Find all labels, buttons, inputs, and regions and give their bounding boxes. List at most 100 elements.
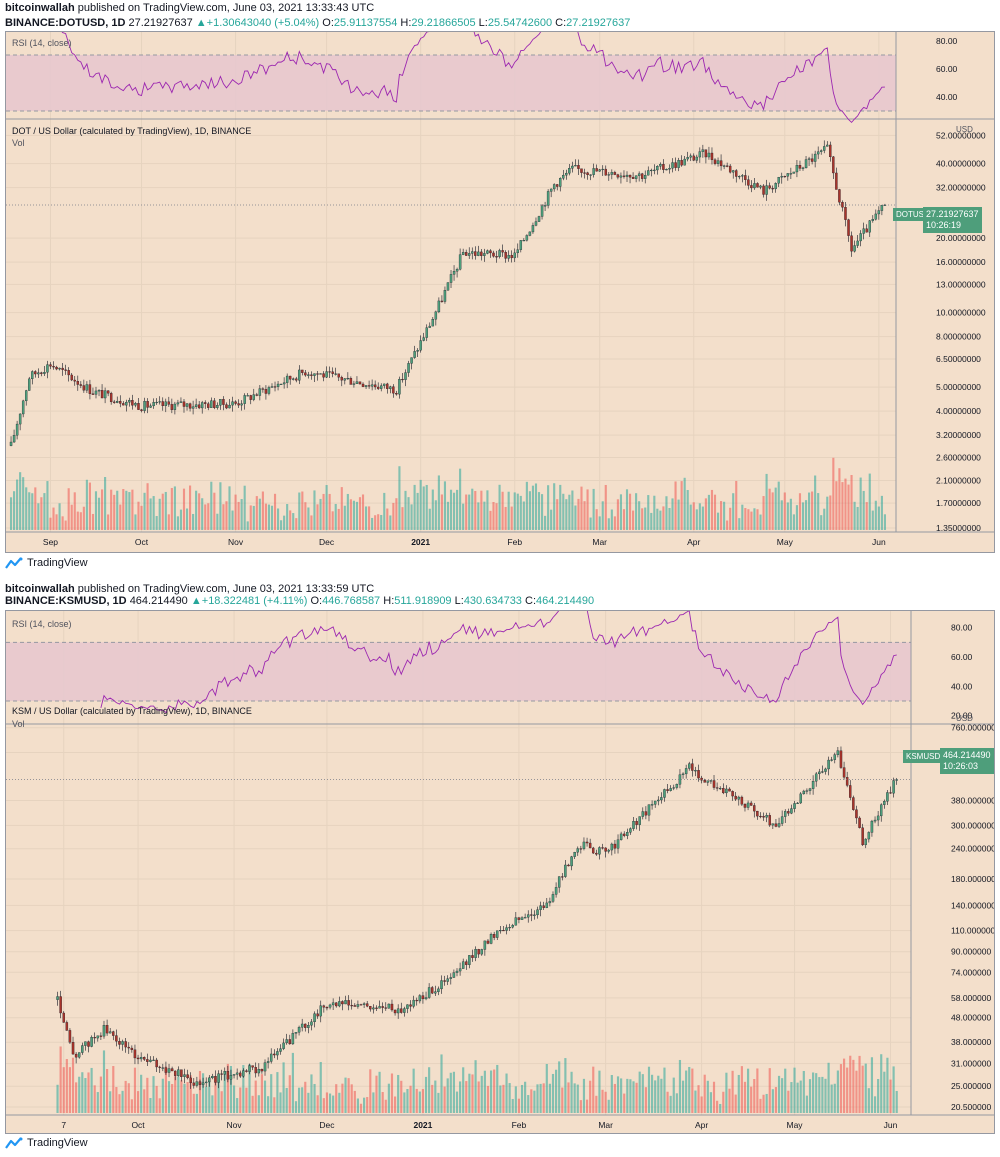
volume-bar: [400, 1080, 403, 1113]
candle: [865, 228, 868, 233]
volume-bar: [674, 481, 677, 530]
volume-bar: [725, 1072, 728, 1113]
x-tick-label: 2021: [413, 1120, 432, 1130]
candle: [719, 160, 723, 167]
volume-bar: [610, 509, 613, 530]
volume-bar: [856, 506, 859, 530]
x-tick-label: Apr: [687, 537, 700, 547]
candle: [712, 780, 716, 788]
candle: [559, 178, 562, 187]
candle: [100, 390, 104, 399]
candle: [204, 1081, 208, 1084]
candle: [525, 235, 529, 241]
volume-bar: [422, 486, 425, 530]
volume-bar: [842, 1058, 846, 1113]
candle: [73, 379, 76, 382]
candle: [864, 838, 867, 846]
volume-bar: [155, 1085, 158, 1113]
candle: [455, 269, 459, 272]
candle: [728, 788, 731, 792]
volume-bar: [539, 1083, 542, 1113]
candle: [471, 955, 474, 958]
volume-bar: [650, 512, 653, 530]
chart-canvas[interactable]: 80.00 60.00 40.00 52.00000000 40.00000000 32.…: [6, 32, 995, 553]
volume-bar: [765, 473, 768, 530]
volume-bar: [347, 1078, 350, 1113]
volume-bar: [564, 1058, 567, 1113]
candle: [96, 1035, 100, 1039]
volume-bar: [195, 490, 198, 530]
candle: [801, 167, 805, 169]
volume-bar: [747, 509, 750, 530]
volume-bar: [380, 514, 383, 530]
candle: [861, 827, 864, 846]
chart-area[interactable]: 80.00 60.00 40.00 52.00000000 40.00000000 32.…: [5, 31, 995, 553]
volume-bar: [335, 1084, 338, 1113]
volume-bar: [753, 508, 756, 530]
volume-bar: [867, 1088, 870, 1113]
volume-bar: [474, 1060, 477, 1113]
volume-bar: [698, 503, 701, 530]
price-tick-label: 58.000000: [951, 993, 991, 1003]
candle: [84, 1041, 87, 1046]
volume-bar: [407, 497, 410, 530]
candle: [67, 370, 70, 376]
volume-bar: [240, 499, 243, 530]
volume-bar: [623, 1093, 626, 1113]
volume-bar: [589, 517, 592, 530]
candle: [158, 1066, 161, 1068]
volume-bar: [198, 1070, 202, 1113]
candle: [216, 405, 219, 408]
candle: [480, 949, 484, 955]
volume-bar: [254, 1080, 257, 1113]
candle: [465, 961, 468, 965]
candle: [777, 823, 781, 827]
candle: [325, 371, 328, 378]
candle: [282, 1042, 285, 1049]
candle: [269, 1053, 273, 1062]
candle: [134, 403, 137, 406]
volume-bar: [595, 1095, 598, 1113]
candle: [413, 351, 416, 358]
tradingview-brand[interactable]: TradingView: [5, 1137, 88, 1149]
candle: [610, 843, 614, 851]
candle: [185, 403, 189, 407]
price-tick-label: 10.00000000: [936, 308, 986, 318]
candle: [362, 1003, 366, 1005]
candle: [844, 207, 847, 220]
volume-bar: [759, 1098, 762, 1113]
x-tick-label: Mar: [592, 537, 607, 547]
volume-bar: [786, 502, 789, 530]
volume-bar: [236, 1098, 239, 1113]
volume-bar: [279, 1092, 282, 1113]
volume-bar: [270, 1074, 273, 1113]
volume-bar: [510, 506, 513, 530]
candle: [292, 378, 295, 380]
chart-canvas[interactable]: 80.0060.0040.0020.00760.000000600.000000…: [6, 611, 995, 1134]
chart-title: DOT / US Dollar (calculated by TradingVi…: [12, 126, 252, 136]
candle: [361, 383, 365, 387]
candle: [258, 388, 262, 396]
volume-bar: [97, 497, 101, 530]
volume-bar: [102, 1050, 106, 1113]
candle: [753, 805, 756, 812]
x-tick-label: Feb: [507, 537, 522, 547]
candle: [139, 1057, 143, 1060]
volume-bar: [52, 507, 55, 530]
candle: [613, 843, 617, 849]
candle: [161, 401, 164, 407]
tradingview-brand[interactable]: TradingView: [5, 557, 88, 569]
volume-bar: [678, 1059, 682, 1113]
volume-bar: [710, 489, 714, 530]
volume-bar: [361, 494, 365, 530]
candle: [771, 823, 775, 826]
volume-bar: [214, 1080, 217, 1113]
candle: [610, 172, 614, 175]
volume-bar: [697, 1085, 700, 1113]
volume-bar: [210, 481, 213, 530]
volume-bar: [787, 1090, 790, 1113]
candle: [365, 1003, 369, 1007]
volume-bar: [701, 506, 704, 530]
chart-area[interactable]: 80.0060.0040.0020.00760.000000600.000000…: [5, 610, 995, 1134]
candle: [585, 841, 589, 844]
